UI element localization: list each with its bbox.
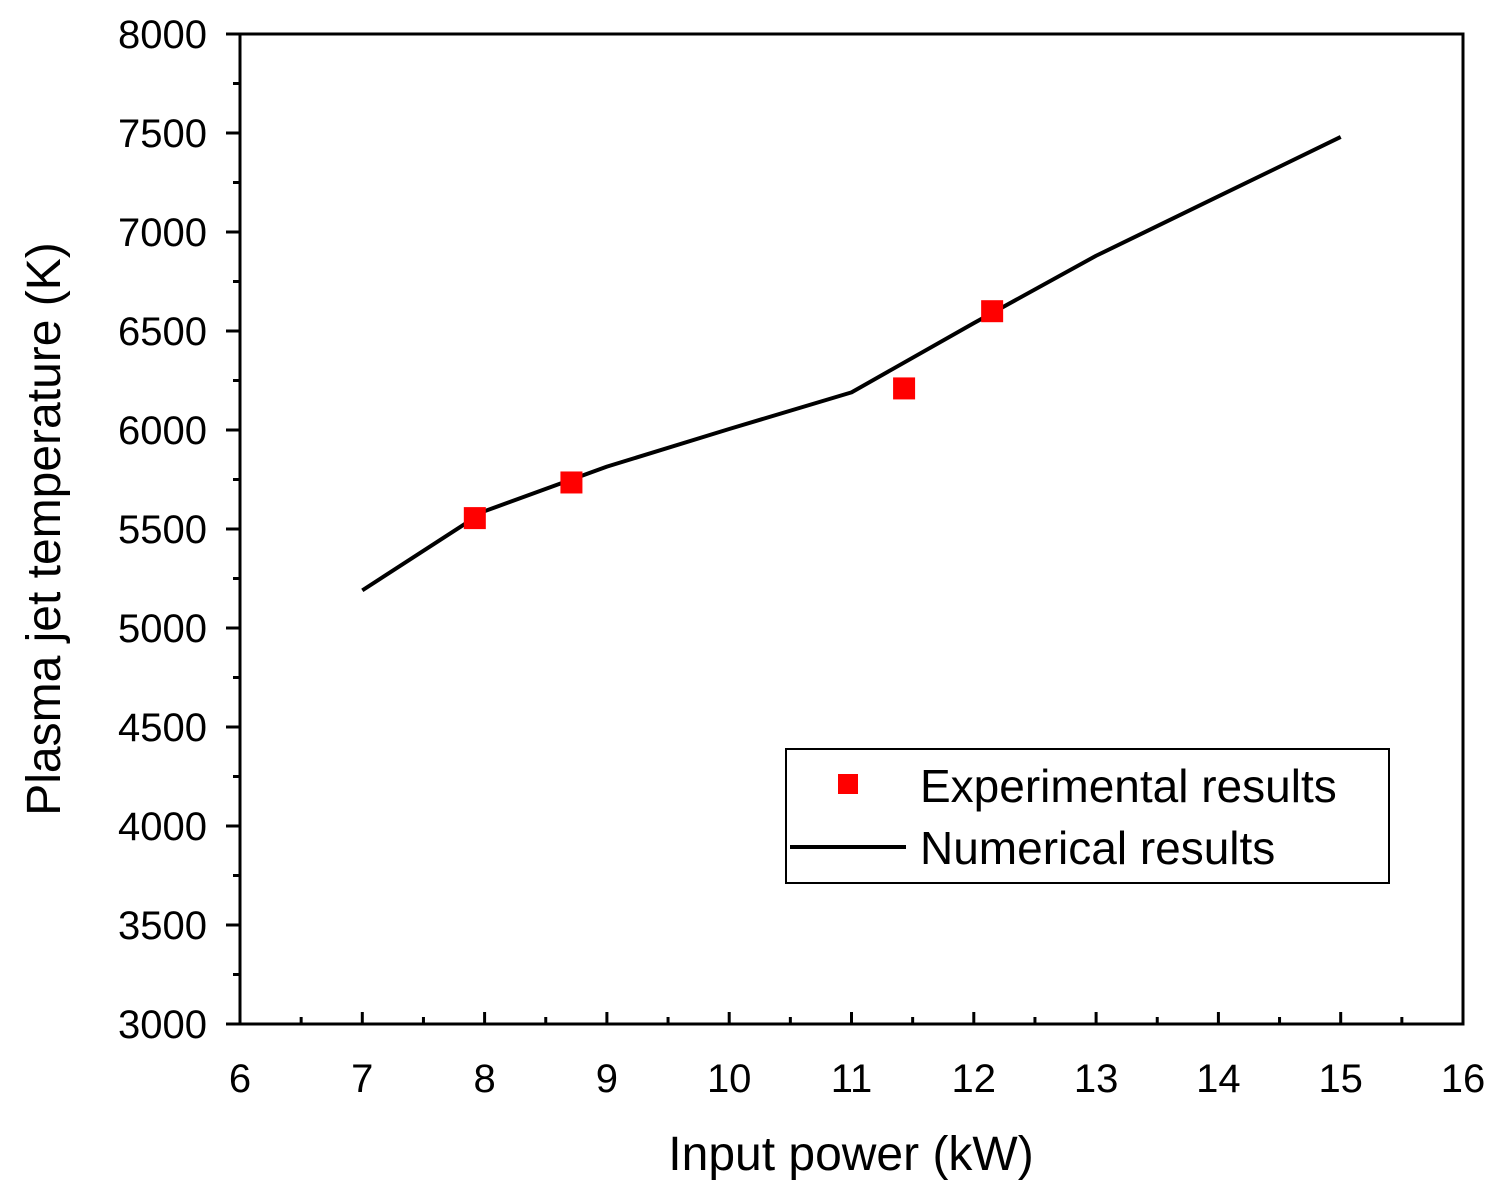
legend-box <box>785 748 1390 884</box>
y-tick-label: 5000 <box>118 607 207 651</box>
x-tick-label: 8 <box>473 1057 495 1101</box>
x-tick-label: 14 <box>1196 1057 1241 1101</box>
y-tick-label: 3000 <box>118 1003 207 1047</box>
experimental-point <box>560 471 583 494</box>
legend-label-numerical: Numerical results <box>920 822 1275 874</box>
x-tick-label: 10 <box>707 1057 752 1101</box>
x-tick-label: 11 <box>831 1057 873 1101</box>
plot-frame <box>238 32 1465 1026</box>
legend-label-experimental: Experimental results <box>920 760 1337 812</box>
series <box>361 135 1342 593</box>
legend-marker-experimental <box>838 774 858 794</box>
experimental-point <box>463 507 486 530</box>
tick-labels: 6 7 8 9 10 11 12 13 14 15 16 3000 3500 4000 4500 5000 55… <box>118 13 1485 1101</box>
experimental-point <box>981 300 1004 323</box>
y-tick-label: 7000 <box>118 211 207 255</box>
x-tick-label: 7 <box>351 1057 373 1101</box>
y-axis-title: Plasma jet temperature (K) <box>18 242 71 816</box>
series-line-numerical <box>361 135 1342 593</box>
y-tick-label: 6000 <box>118 409 207 453</box>
x-tick-label: 15 <box>1318 1057 1363 1101</box>
x-axis-title: Input power (kW) <box>668 1128 1033 1181</box>
y-tick-label: 6500 <box>118 310 207 354</box>
x-tick-label: 13 <box>1074 1057 1119 1101</box>
y-tick-label: 4000 <box>118 805 207 849</box>
x-tick-label: 9 <box>596 1057 618 1101</box>
legend: Experimental results Numerical results <box>785 748 1390 884</box>
y-tick-label: 4500 <box>118 706 207 750</box>
x-tick-label: 6 <box>229 1057 251 1101</box>
x-tick-label: 12 <box>952 1057 997 1101</box>
y-tick-label: 8000 <box>118 13 207 57</box>
y-tick-label: 5500 <box>118 508 207 552</box>
x-tick-label: 16 <box>1441 1057 1486 1101</box>
y-tick-label: 3500 <box>118 904 207 948</box>
y-tick-label: 7500 <box>118 112 207 156</box>
experimental-point <box>893 377 916 400</box>
